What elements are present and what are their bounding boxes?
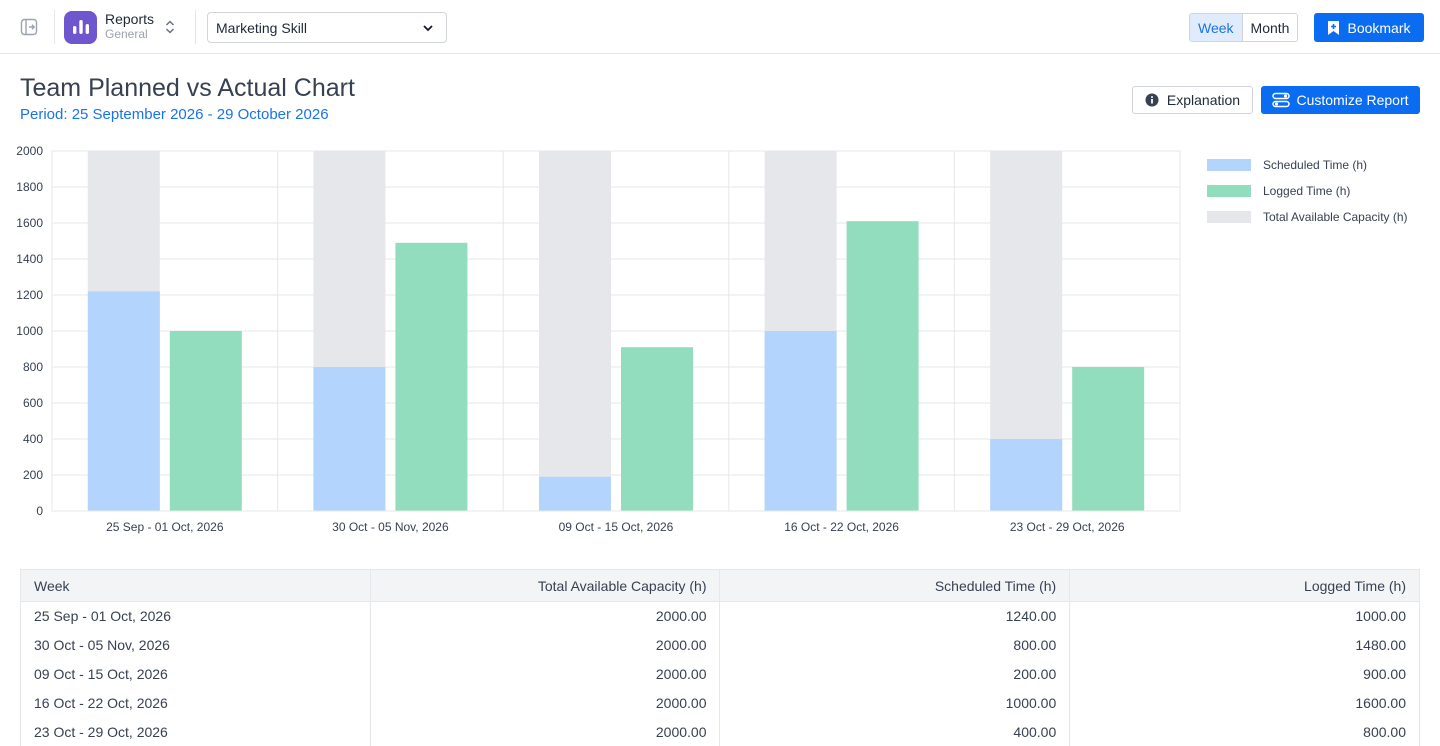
- legend-label: Total Available Capacity (h): [1263, 210, 1408, 224]
- cell-logged: 1480.00: [1069, 630, 1420, 660]
- report-table: Week Total Available Capacity (h) Schedu…: [20, 569, 1420, 746]
- chevron-up-down-icon: [164, 18, 176, 36]
- y-tick-label: 1200: [16, 288, 43, 302]
- y-tick-label: 1600: [16, 216, 43, 230]
- period-toggle: Week Month: [1189, 13, 1299, 42]
- page-title: Team Planned vs Actual Chart: [20, 74, 355, 102]
- column-header-logged[interactable]: Logged Time (h): [1069, 569, 1420, 602]
- x-tick-label: 23 Oct - 29 Oct, 2026: [1010, 520, 1125, 534]
- cell-week: 16 Oct - 22 Oct, 2026: [20, 688, 371, 718]
- explanation-button[interactable]: Explanation: [1132, 86, 1253, 114]
- cell-capacity: 2000.00: [369, 630, 721, 660]
- skill-select[interactable]: Marketing Skill: [207, 12, 447, 43]
- month-toggle-button[interactable]: Month: [1242, 14, 1298, 41]
- app-switcher[interactable]: Reports General: [64, 10, 176, 44]
- customize-report-label: Customize Report: [1296, 92, 1409, 108]
- cell-week: 25 Sep - 01 Oct, 2026: [20, 601, 371, 631]
- customize-report-button[interactable]: Customize Report: [1261, 86, 1420, 114]
- y-tick-label: 800: [23, 360, 43, 374]
- legend-swatch-scheduled: [1207, 159, 1251, 171]
- table-row: 25 Sep - 01 Oct, 2026 2000.00 1240.00 10…: [20, 601, 1420, 631]
- table-row: 30 Oct - 05 Nov, 2026 2000.00 800.00 148…: [20, 630, 1420, 660]
- bookmark-button[interactable]: Bookmark: [1314, 13, 1424, 42]
- legend-swatch-capacity: [1207, 211, 1251, 223]
- divider: [195, 10, 196, 44]
- y-tick-label: 600: [23, 396, 43, 410]
- bar-logged: [1072, 367, 1145, 511]
- toggles-icon: [1272, 92, 1291, 108]
- cell-capacity: 2000.00: [369, 717, 721, 746]
- y-tick-label: 2000: [16, 144, 43, 158]
- column-header-week[interactable]: Week: [20, 569, 371, 602]
- bar-scheduled: [87, 291, 160, 511]
- week-toggle-button[interactable]: Week: [1190, 14, 1243, 41]
- cell-week: 30 Oct - 05 Nov, 2026: [20, 630, 371, 660]
- bar-logged: [621, 347, 693, 511]
- chevron-down-icon: [423, 24, 433, 31]
- bookmark-label: Bookmark: [1347, 19, 1411, 36]
- app-name: Reports: [105, 11, 155, 27]
- sidebar-toggle-button[interactable]: [18, 16, 40, 38]
- cell-week: 09 Oct - 15 Oct, 2026: [20, 659, 371, 689]
- legend-swatch-logged: [1207, 185, 1251, 197]
- legend-item-scheduled[interactable]: Scheduled Time (h): [1207, 152, 1408, 178]
- bar-capacity: [539, 151, 611, 511]
- bar-logged: [169, 331, 242, 511]
- cell-capacity: 2000.00: [369, 601, 721, 631]
- table-row: 23 Oct - 29 Oct, 2026 2000.00 400.00 800…: [20, 717, 1420, 746]
- top-bar: Reports General Marketing Skill Week Mon…: [0, 0, 1440, 54]
- cell-capacity: 2000.00: [369, 688, 721, 718]
- column-header-scheduled[interactable]: Scheduled Time (h): [719, 569, 1071, 602]
- bar-logged: [846, 221, 919, 511]
- cell-logged: 1600.00: [1069, 688, 1420, 718]
- table-row: 09 Oct - 15 Oct, 2026 2000.00 200.00 900…: [20, 659, 1420, 689]
- plot-border: [51, 150, 1181, 512]
- legend-item-logged[interactable]: Logged Time (h): [1207, 178, 1408, 204]
- cell-scheduled: 200.00: [719, 659, 1071, 689]
- table-row: 16 Oct - 22 Oct, 2026 2000.00 1000.00 16…: [20, 688, 1420, 718]
- column-header-capacity[interactable]: Total Available Capacity (h): [369, 569, 721, 602]
- y-tick-label: 1400: [16, 252, 43, 266]
- cell-scheduled: 800.00: [719, 630, 1071, 660]
- legend-label: Logged Time (h): [1263, 184, 1351, 198]
- app-subtitle: General: [105, 27, 148, 41]
- cell-capacity: 2000.00: [369, 659, 721, 689]
- cell-logged: 900.00: [1069, 659, 1420, 689]
- sidebar-expand-icon: [20, 18, 38, 36]
- legend-label: Scheduled Time (h): [1263, 158, 1368, 172]
- bar-scheduled: [539, 476, 611, 511]
- divider: [54, 10, 55, 44]
- bar-scheduled: [313, 367, 386, 511]
- y-tick-label: 0: [36, 504, 43, 518]
- cell-scheduled: 1000.00: [719, 688, 1071, 718]
- planned-vs-actual-chart: 0 200 400 600 800 1000 1200 1400 1600 1800 2000 25 …: [16, 144, 1181, 534]
- legend-item-capacity[interactable]: Total Available Capacity (h): [1207, 204, 1408, 230]
- cell-week: 23 Oct - 29 Oct, 2026: [20, 717, 371, 746]
- chart-legend: Scheduled Time (h) Logged Time (h) Total…: [1207, 152, 1408, 230]
- period-label: Period: 25 September 2026 - 29 October 2…: [20, 106, 329, 123]
- y-tick-label: 1000: [16, 324, 43, 338]
- cell-scheduled: 1240.00: [719, 601, 1071, 631]
- skill-select-value: Marketing Skill: [216, 19, 308, 36]
- bookmark-plus-icon: [1328, 20, 1340, 35]
- x-tick-label: 16 Oct - 22 Oct, 2026: [784, 520, 899, 534]
- bar-logged: [395, 242, 468, 512]
- x-tick-label: 09 Oct - 15 Oct, 2026: [559, 520, 674, 534]
- explanation-label: Explanation: [1166, 92, 1241, 108]
- info-icon: [1145, 93, 1159, 107]
- cell-logged: 1000.00: [1069, 601, 1420, 631]
- bar-scheduled: [990, 439, 1063, 511]
- x-tick-label: 30 Oct - 05 Nov, 2026: [332, 520, 449, 534]
- cell-scheduled: 400.00: [719, 717, 1071, 746]
- cell-logged: 800.00: [1069, 717, 1420, 746]
- bar-scheduled: [764, 331, 837, 511]
- y-tick-label: 200: [23, 468, 43, 482]
- y-tick-label: 1800: [16, 180, 43, 194]
- x-tick-label: 25 Sep - 01 Oct, 2026: [106, 520, 224, 534]
- table-header-row: Week Total Available Capacity (h) Schedu…: [20, 569, 1420, 602]
- reports-app-icon: [64, 10, 97, 44]
- y-tick-label: 400: [23, 432, 43, 446]
